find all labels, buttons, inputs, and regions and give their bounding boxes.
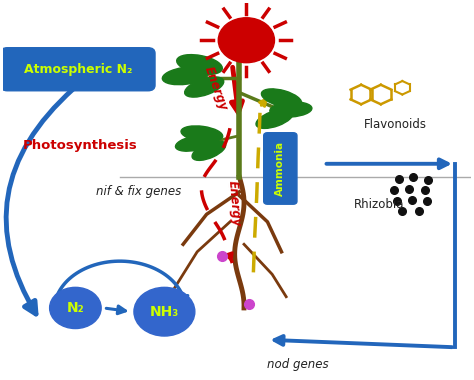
Text: Ammonia: Ammonia — [275, 141, 285, 196]
FancyBboxPatch shape — [0, 48, 155, 91]
Ellipse shape — [256, 109, 293, 128]
Text: nod genes: nod genes — [267, 358, 328, 370]
Circle shape — [134, 287, 195, 336]
FancyBboxPatch shape — [264, 133, 297, 204]
Text: Atmospheric N₂: Atmospheric N₂ — [24, 63, 132, 76]
Text: Energy: Energy — [202, 65, 230, 113]
Ellipse shape — [270, 102, 312, 117]
Text: Flavonoids: Flavonoids — [364, 118, 427, 131]
Ellipse shape — [177, 55, 222, 74]
Ellipse shape — [192, 141, 226, 160]
Text: Energy: Energy — [226, 180, 243, 226]
Ellipse shape — [162, 67, 209, 85]
Circle shape — [50, 287, 101, 329]
Text: N₂: N₂ — [66, 301, 84, 315]
Circle shape — [218, 18, 274, 63]
Ellipse shape — [175, 135, 214, 151]
Ellipse shape — [185, 77, 224, 97]
Text: Rhizobia: Rhizobia — [354, 198, 405, 212]
Ellipse shape — [181, 126, 223, 142]
Text: NH₃: NH₃ — [150, 305, 179, 319]
Text: Photosynthesis: Photosynthesis — [23, 139, 137, 152]
Ellipse shape — [261, 89, 301, 108]
Text: nif & fix genes: nif & fix genes — [96, 185, 181, 198]
